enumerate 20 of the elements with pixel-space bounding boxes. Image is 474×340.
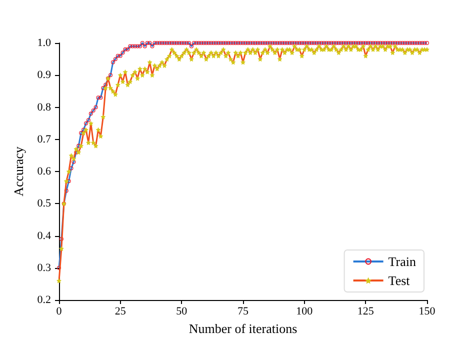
x-tick-label: 150 xyxy=(418,306,436,318)
y-tick-label: 0.5 xyxy=(37,198,52,210)
x-tick-label: 125 xyxy=(357,306,374,318)
y-tick-label: 1.0 xyxy=(37,37,52,49)
x-tick-label: 75 xyxy=(238,306,249,318)
y-tick-label: 0.2 xyxy=(37,294,51,306)
x-tick-label: 100 xyxy=(296,306,314,318)
legend-label: Test xyxy=(388,273,410,288)
legend-label: Train xyxy=(388,254,416,269)
y-tick-label: 0.3 xyxy=(37,262,52,274)
y-tick-label: 0.8 xyxy=(37,101,52,114)
y-axis-title: Accuracy xyxy=(11,146,26,196)
x-tick-label: 50 xyxy=(176,306,188,318)
x-tick-label: 0 xyxy=(56,306,62,318)
x-axis-title: Number of iterations xyxy=(188,320,298,336)
y-tick-label: 0.9 xyxy=(37,69,52,82)
y-tick-label: 0.4 xyxy=(37,230,52,242)
x-tick-label: 25 xyxy=(114,306,126,318)
y-tick-label: 0.7 xyxy=(37,133,52,146)
y-tick-label: 0.6 xyxy=(37,166,52,178)
